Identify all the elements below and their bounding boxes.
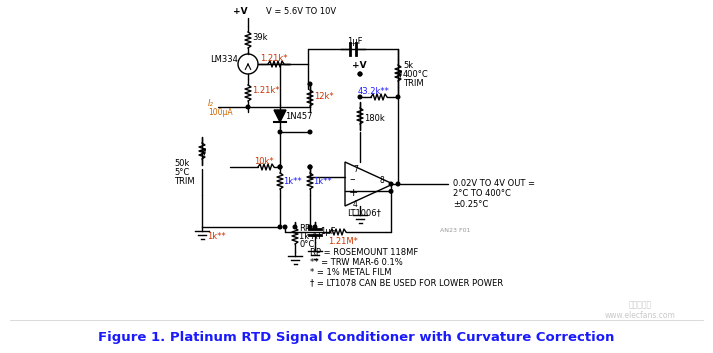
Circle shape <box>293 225 297 229</box>
Text: RP = ROSEMOUNT 118MF: RP = ROSEMOUNT 118MF <box>310 248 419 257</box>
Text: +: + <box>349 189 359 198</box>
Text: 1μF: 1μF <box>320 227 336 236</box>
Text: 1.21k*: 1.21k* <box>252 86 279 95</box>
Text: 1.21k*: 1.21k* <box>260 54 287 63</box>
Circle shape <box>278 225 282 229</box>
Circle shape <box>313 225 317 229</box>
Circle shape <box>308 82 312 86</box>
Text: –: – <box>349 174 354 184</box>
Circle shape <box>278 130 282 134</box>
Text: 1k AT: 1k AT <box>299 232 322 241</box>
Circle shape <box>358 95 361 99</box>
Text: TRIM: TRIM <box>403 79 424 88</box>
Text: +V: +V <box>232 7 247 16</box>
Circle shape <box>389 182 393 186</box>
Text: LT1006†: LT1006† <box>347 208 381 217</box>
Text: 1μF: 1μF <box>347 37 362 46</box>
Text: +V: +V <box>352 61 366 70</box>
Circle shape <box>358 72 361 76</box>
Circle shape <box>358 72 361 76</box>
Text: LM334: LM334 <box>210 55 238 65</box>
Text: 180k: 180k <box>364 114 385 123</box>
Text: 电子发烧友
www.elecfans.com: 电子发烧友 www.elecfans.com <box>605 300 675 320</box>
Text: * = 1% METAL FILM: * = 1% METAL FILM <box>310 268 391 277</box>
Text: AN23 F01: AN23 F01 <box>440 228 471 233</box>
Circle shape <box>283 225 287 229</box>
Text: 0.02V TO 4V OUT =
2°C TO 400°C
±0.25°C: 0.02V TO 4V OUT = 2°C TO 400°C ±0.25°C <box>453 179 535 209</box>
Circle shape <box>396 182 400 186</box>
Text: 39k: 39k <box>252 33 267 42</box>
Text: 12k*: 12k* <box>314 92 334 101</box>
Text: 7: 7 <box>353 165 358 174</box>
Circle shape <box>308 130 312 134</box>
Text: I₂: I₂ <box>208 99 214 108</box>
Circle shape <box>278 165 282 169</box>
Text: Figure 1. Platinum RTD Signal Conditioner with Curvature Correction: Figure 1. Platinum RTD Signal Conditione… <box>98 331 614 345</box>
Text: 50k: 50k <box>174 159 190 168</box>
Text: 1N457: 1N457 <box>285 112 312 121</box>
Text: 100μA: 100μA <box>208 108 232 117</box>
Text: † = LT1078 CAN BE USED FOR LOWER POWER: † = LT1078 CAN BE USED FOR LOWER POWER <box>310 278 503 287</box>
Text: 1k**: 1k** <box>207 232 225 241</box>
Text: 1k**: 1k** <box>283 177 302 186</box>
Circle shape <box>308 165 312 169</box>
Circle shape <box>246 105 250 109</box>
Text: 0°C: 0°C <box>299 240 314 249</box>
Text: 10k*: 10k* <box>254 157 274 166</box>
Text: 1k**: 1k** <box>313 177 332 186</box>
Circle shape <box>278 165 282 169</box>
Circle shape <box>389 190 393 193</box>
Circle shape <box>308 225 312 229</box>
Text: 8: 8 <box>379 176 384 185</box>
Text: ** = TRW MAR-6 0.1%: ** = TRW MAR-6 0.1% <box>310 258 403 267</box>
Circle shape <box>396 95 400 99</box>
Text: V = 5.6V TO 10V: V = 5.6V TO 10V <box>266 7 336 16</box>
Text: 1.21M*: 1.21M* <box>328 237 358 246</box>
Text: 5k: 5k <box>403 61 413 70</box>
Circle shape <box>308 165 312 169</box>
Text: RP: RP <box>299 224 310 233</box>
Text: TRIM: TRIM <box>174 177 195 186</box>
Text: 400°C: 400°C <box>403 70 429 79</box>
Text: 43.2k**: 43.2k** <box>358 87 390 96</box>
Text: 5°C: 5°C <box>174 168 189 177</box>
Polygon shape <box>274 110 286 122</box>
Text: 4: 4 <box>353 200 358 209</box>
